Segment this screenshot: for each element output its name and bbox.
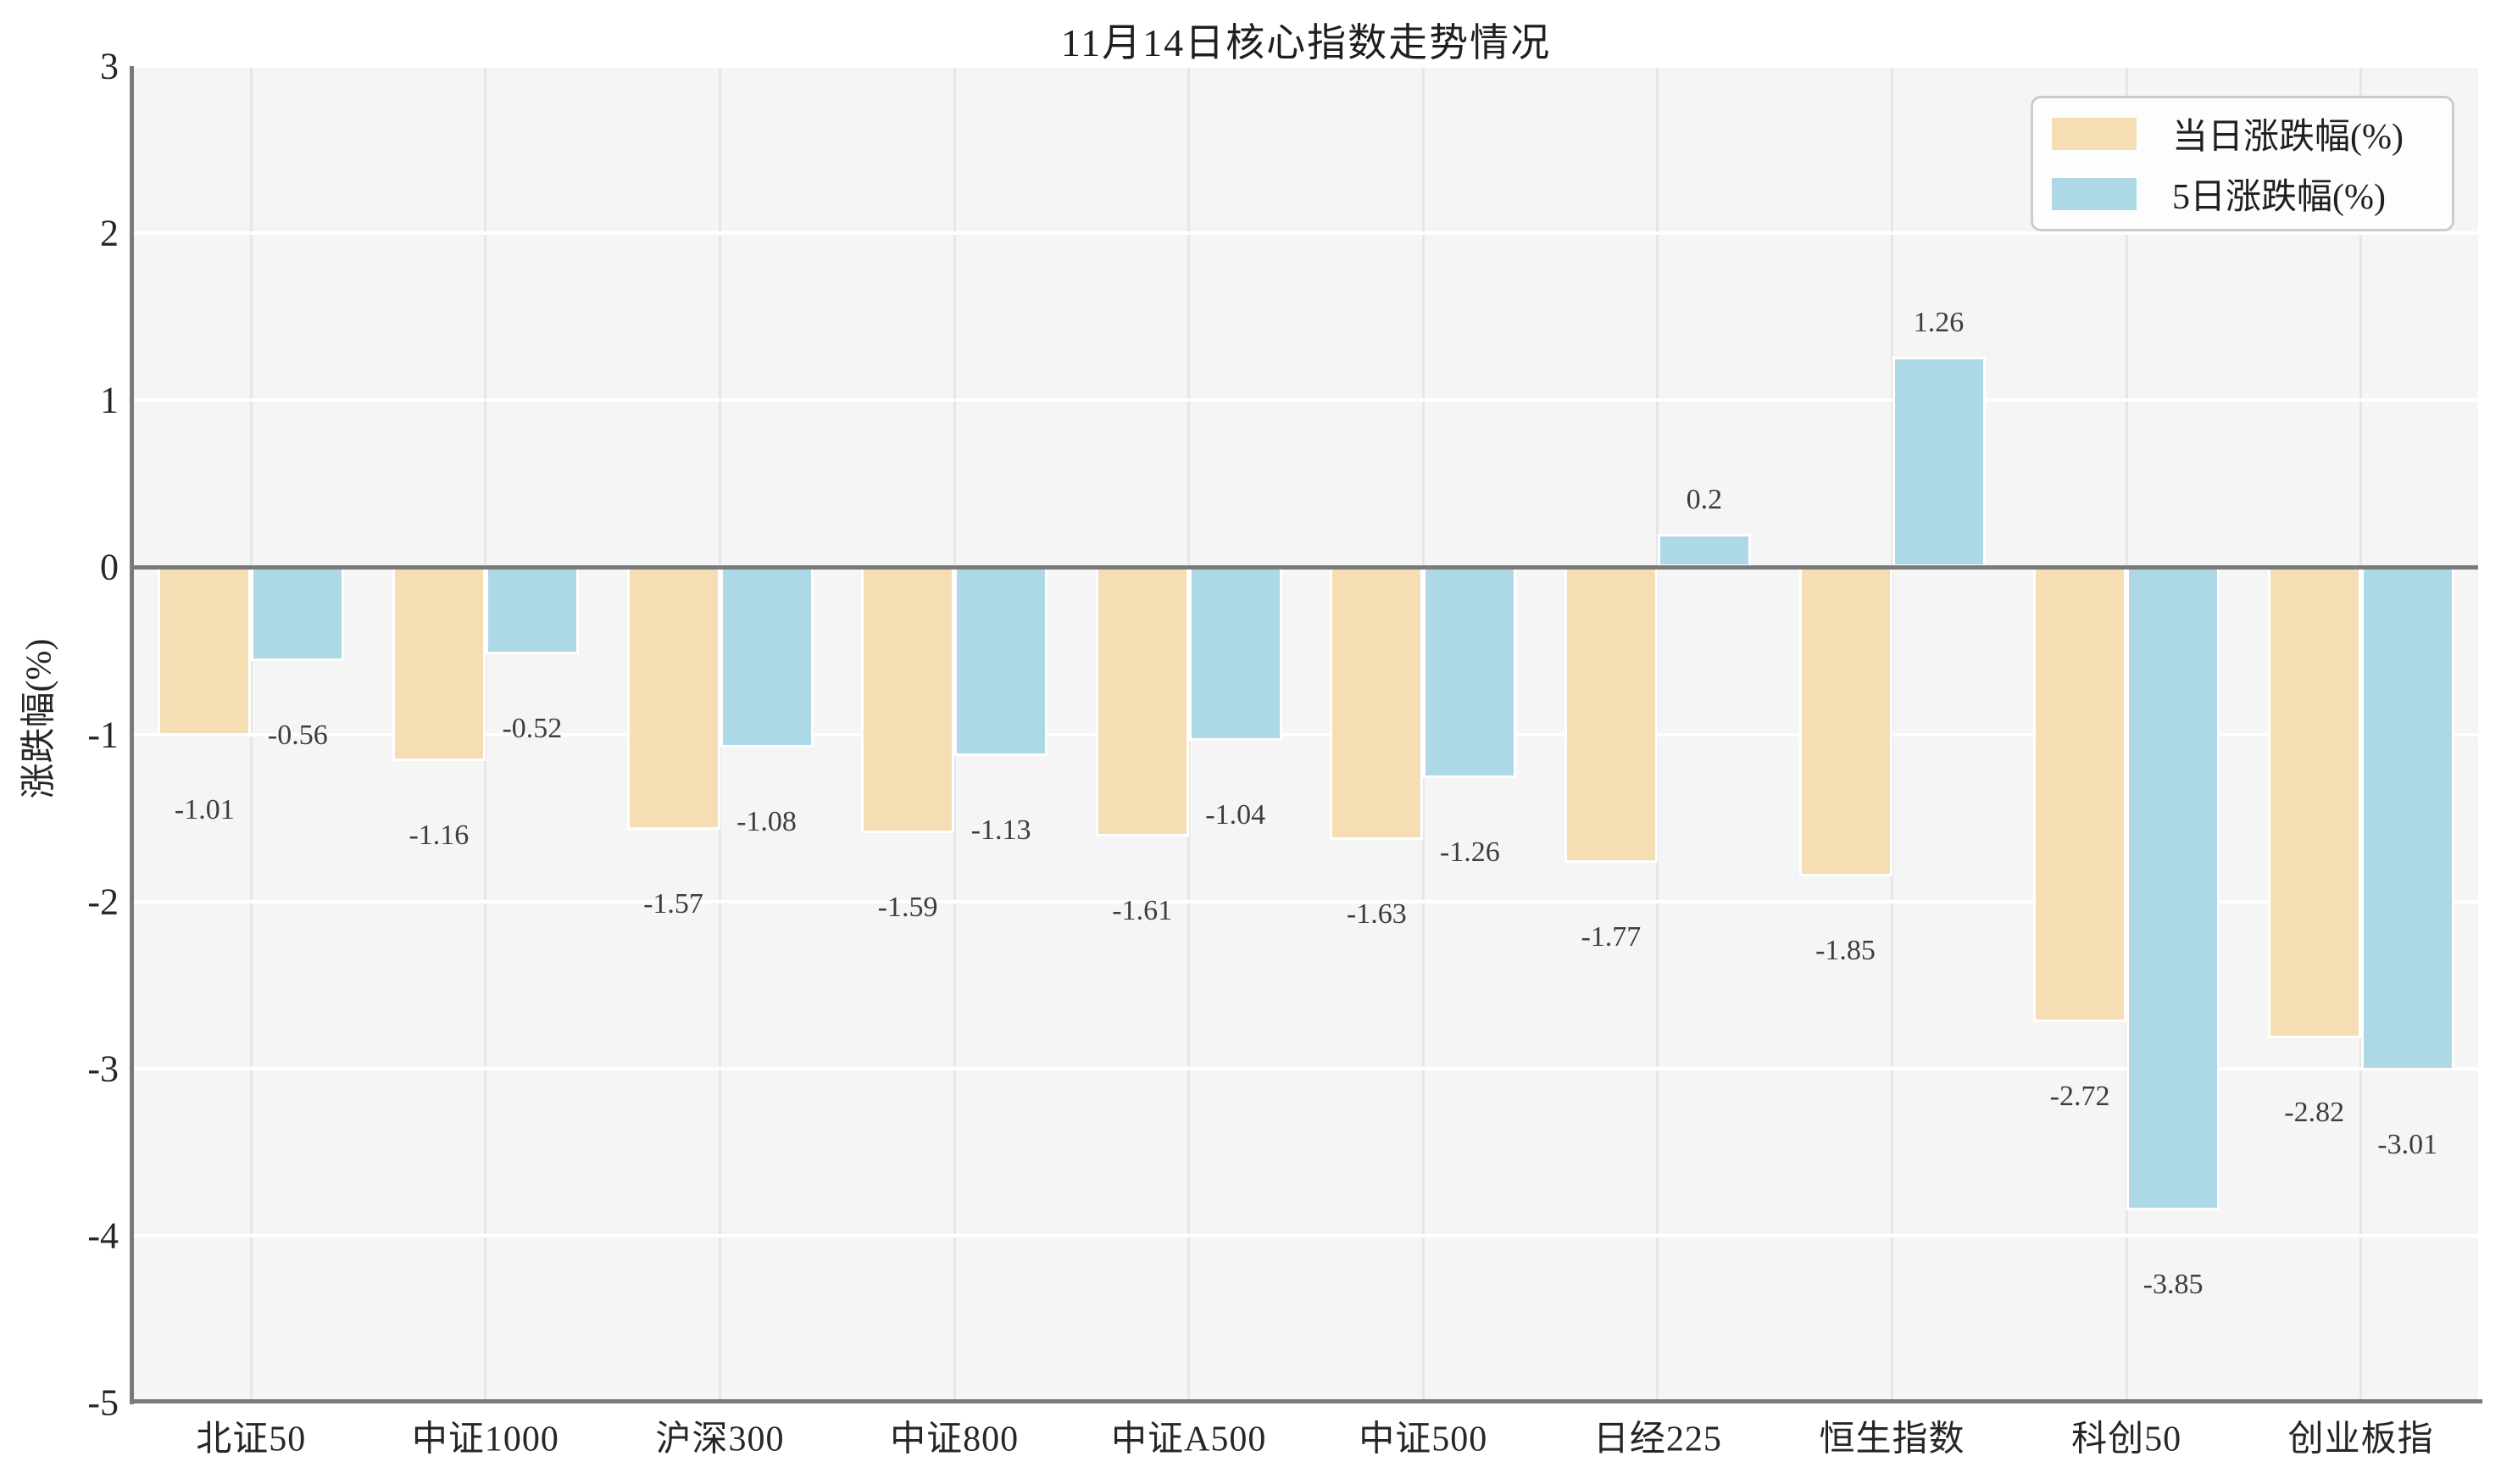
- bar-daily-沪深300: [626, 567, 720, 830]
- y-tick-label: -2: [87, 881, 119, 923]
- y-tick-label: 0: [100, 546, 119, 588]
- bar-value-label: -1.04: [1205, 799, 1266, 831]
- bar-value-label: -3.85: [2143, 1269, 2204, 1301]
- x-tick-label: 创业板指: [2287, 1420, 2434, 1459]
- x-tick-label: 科创50: [2071, 1420, 2182, 1459]
- x-tick-label: 中证500: [1359, 1420, 1488, 1459]
- bar-daily-科创50: [2033, 567, 2127, 1022]
- horizontal-gridline: [134, 899, 2478, 903]
- x-tick-label: 中证A500: [1111, 1420, 1267, 1459]
- x-tick-label: 中证800: [890, 1420, 1020, 1459]
- bar-value-label: -1.63: [1346, 898, 1407, 930]
- y-tick-label: -1: [87, 714, 119, 755]
- bar-5day-创业板指: [2360, 567, 2454, 1070]
- bar-value-label: -1.08: [736, 806, 797, 838]
- bar-5day-中证800: [954, 567, 1048, 757]
- legend-swatch-daily-change: [2052, 117, 2137, 150]
- bottom-axis-spine: [130, 1399, 2482, 1403]
- bar-daily-创业板指: [2267, 567, 2361, 1039]
- x-tick-label: 中证1000: [411, 1420, 559, 1459]
- bar-daily-中证A500: [1095, 567, 1189, 836]
- bar-daily-中证800: [861, 567, 955, 833]
- bar-5day-北证50: [251, 567, 345, 661]
- bar-daily-北证50: [158, 567, 252, 736]
- bar-value-label: -1.77: [1581, 921, 1642, 953]
- y-tick-label: 2: [100, 212, 119, 254]
- bar-value-label: -1.13: [970, 814, 1031, 847]
- bar-5day-中证1000: [485, 567, 579, 654]
- chart-title: 11月14日核心指数走势情况: [1060, 21, 1552, 64]
- y-tick-label: 3: [100, 45, 119, 87]
- bar-value-label: -2.72: [2049, 1080, 2110, 1112]
- zero-baseline: [134, 565, 2478, 570]
- bar-value-label: -3.01: [2377, 1128, 2438, 1160]
- legend-item-5day-change: 5日涨跌幅(%): [2052, 168, 2452, 220]
- legend-item-daily-change: 当日涨跌幅(%): [2052, 108, 2452, 159]
- bar-daily-恒生指数: [1798, 567, 1892, 877]
- y-tick-label: -4: [87, 1214, 119, 1257]
- bar-value-label: -1.61: [1112, 894, 1173, 926]
- bar-value-label: -2.82: [2284, 1097, 2345, 1129]
- horizontal-gridline: [134, 398, 2478, 403]
- legend-swatch-5day-change: [2052, 177, 2137, 210]
- legend-label-5day-change: 5日涨跌幅(%): [2172, 178, 2386, 217]
- y-tick-label: 1: [100, 379, 119, 421]
- horizontal-gridline: [134, 1066, 2478, 1070]
- bar-daily-中证500: [1330, 567, 1424, 840]
- bar-daily-中证1000: [392, 567, 486, 762]
- x-tick-label: 沪深300: [655, 1420, 785, 1459]
- y-tick-label: -3: [87, 1048, 119, 1090]
- bar-value-label: 0.2: [1686, 483, 1723, 515]
- x-tick-label: 日经225: [1592, 1420, 1722, 1459]
- bar-daily-日经225: [1564, 567, 1658, 864]
- bar-value-label: -0.52: [502, 712, 563, 744]
- bar-value-label: -1.85: [1815, 935, 1876, 967]
- horizontal-gridline: [134, 64, 2478, 68]
- bar-value-label: -1.57: [643, 887, 703, 920]
- left-axis-spine: [130, 66, 134, 1404]
- y-tick-label: -5: [87, 1381, 119, 1424]
- bar-5day-中证500: [1423, 567, 1517, 778]
- legend: 当日涨跌幅(%) 5日涨跌幅(%): [2031, 96, 2454, 231]
- horizontal-gridline: [134, 1233, 2478, 1237]
- bar-value-label: -1.59: [877, 891, 938, 923]
- plot-area: -1.01 -1.16 -1.57 -1.59 -1.61 -1.63 -1.77 -1.85…: [134, 64, 2478, 1404]
- x-tick-label: 北证50: [196, 1420, 307, 1459]
- horizontal-gridline: [134, 732, 2478, 736]
- bar-5day-恒生指数: [1892, 356, 1986, 568]
- legend-label-daily-change: 当日涨跌幅(%): [2172, 118, 2404, 157]
- bar-5day-科创50: [2126, 567, 2220, 1211]
- x-tick-label: 恒生指数: [1819, 1420, 1965, 1459]
- bar-value-label: -1.01: [174, 794, 235, 826]
- bar-5day-中证A500: [1188, 567, 1282, 742]
- bar-value-label: -0.56: [267, 719, 328, 751]
- bar-5day-沪深300: [720, 567, 814, 748]
- bar-value-label: 1.26: [1913, 306, 1965, 338]
- bar-value-label: -1.26: [1439, 836, 1500, 868]
- horizontal-gridline: [134, 231, 2478, 236]
- bar-value-label: -1.16: [408, 820, 470, 852]
- bar-5day-日经225: [1657, 533, 1751, 568]
